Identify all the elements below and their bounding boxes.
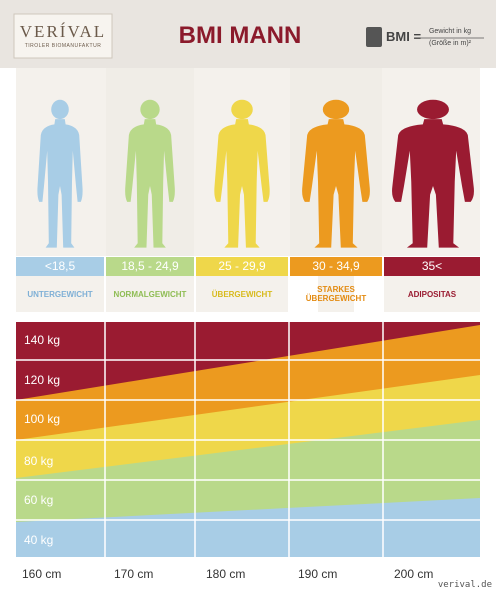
logo-name: VERÍVAL: [19, 22, 107, 41]
bmi-range: <18,5: [44, 259, 76, 273]
formula-denominator: (Größe in m)²: [429, 40, 471, 47]
height-label: 190 cm: [298, 567, 338, 581]
weight-label: 80 kg: [24, 454, 54, 468]
formula-lhs: BMI =: [386, 29, 422, 44]
weight-label: 100 kg: [24, 412, 61, 426]
bmi-range: 30 - 34,9: [312, 259, 360, 273]
logo-box: [13, 13, 113, 59]
title: BMI MANN: [178, 22, 302, 49]
range-bands: [16, 257, 480, 276]
height-label: 170 cm: [114, 567, 154, 581]
bmi-chart: [16, 322, 480, 557]
calculator-icon: [366, 27, 382, 47]
weight-label: 60 kg: [24, 493, 54, 507]
category-label: UNTERGEWICHT: [16, 276, 104, 312]
weight-label: 120 kg: [24, 373, 61, 387]
category-label: ADIPOSITAS: [384, 276, 480, 312]
logo-tagline: TIROLER BIOMANUFAKTUR: [24, 43, 102, 49]
category-label: ÜBERGEWICHT: [196, 276, 288, 312]
height-label: 200 cm: [394, 567, 434, 581]
height-label: 160 cm: [22, 567, 62, 581]
bmi-range: 25 - 29,9: [218, 259, 266, 273]
footer-url: verival.de: [437, 580, 492, 590]
bmi-range: 18,5 - 24,9: [121, 259, 179, 273]
figures: [37, 99, 474, 248]
formula-numerator: Gewicht in kg: [428, 28, 472, 35]
weight-label: 40 kg: [24, 533, 54, 547]
category-label: NORMALGEWICHT: [106, 276, 194, 312]
weight-label: 140 kg: [24, 333, 61, 347]
bmi-range: 35<: [421, 259, 443, 273]
category-label: STARKES ÜBERGEWICHT: [306, 276, 366, 312]
height-label: 180 cm: [206, 567, 246, 581]
